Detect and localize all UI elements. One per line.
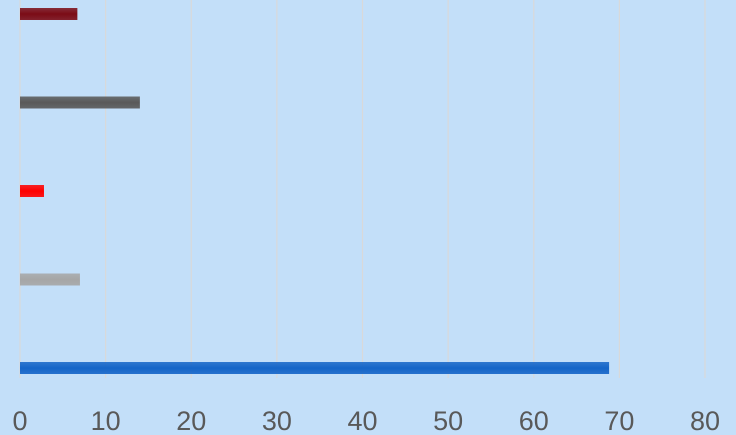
x-tick-label-60: 60 (519, 406, 549, 435)
x-tick-label-40: 40 (347, 406, 377, 435)
x-axis-tick-labels: 0 10 20 30 40 50 60 70 80 (12, 406, 720, 435)
x-tick-label-10: 10 (91, 406, 121, 435)
bar-1 (20, 273, 80, 286)
bars (20, 8, 610, 374)
bar-4 (20, 8, 78, 20)
x-tick-label-80: 80 (690, 406, 720, 435)
x-tick-label-0: 0 (12, 406, 27, 435)
x-tick-label-20: 20 (176, 406, 206, 435)
x-tick-label-50: 50 (433, 406, 463, 435)
bar-0 (20, 362, 610, 374)
gridlines (19, 0, 706, 378)
x-tick-label-70: 70 (604, 406, 634, 435)
bar-2 (20, 185, 44, 197)
x-tick-label-30: 30 (262, 406, 292, 435)
bar-3 (20, 96, 140, 109)
